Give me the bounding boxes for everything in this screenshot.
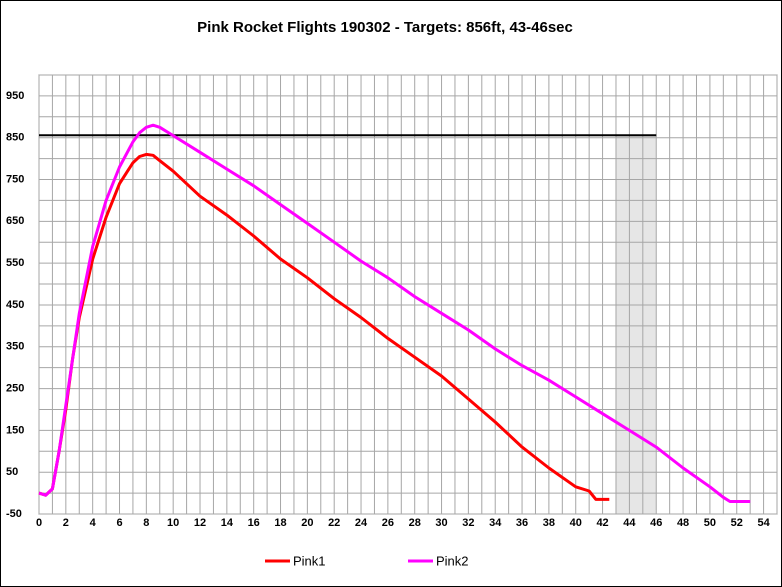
series-line bbox=[38, 123, 751, 503]
y-tick-label: 150 bbox=[6, 424, 24, 436]
x-tick-label: 44 bbox=[623, 517, 636, 529]
y-tick-label: 50 bbox=[6, 466, 18, 478]
x-tick-label: 22 bbox=[328, 517, 340, 529]
x-tick-label: 24 bbox=[355, 517, 368, 529]
x-tick-label: 14 bbox=[221, 517, 234, 529]
y-tick-label: 450 bbox=[6, 299, 24, 311]
y-tick-label: 850 bbox=[6, 132, 24, 144]
y-tick-label: -50 bbox=[6, 508, 22, 520]
x-tick-label: 4 bbox=[90, 517, 97, 529]
y-tick-label: 350 bbox=[6, 341, 24, 353]
plot-background bbox=[38, 74, 778, 515]
legend-label: Pink1 bbox=[293, 553, 326, 568]
y-tick-label: 250 bbox=[6, 382, 24, 394]
x-tick-label: 16 bbox=[248, 517, 260, 529]
x-tick-label: 36 bbox=[516, 517, 528, 529]
x-tick-label: 54 bbox=[757, 517, 770, 529]
x-tick-label: 32 bbox=[462, 517, 474, 529]
x-tick-label: 28 bbox=[409, 517, 421, 529]
x-tick-label: 10 bbox=[167, 517, 179, 529]
x-tick-label: 34 bbox=[489, 517, 502, 529]
x-tick-label: 52 bbox=[731, 517, 743, 529]
x-tick-label: 48 bbox=[677, 517, 689, 529]
legend-label: Pink2 bbox=[436, 553, 469, 568]
y-tick-label: 950 bbox=[6, 90, 24, 102]
x-tick-label: 2 bbox=[63, 517, 69, 529]
x-tick-label: 30 bbox=[435, 517, 447, 529]
x-tick-label: 20 bbox=[301, 517, 313, 529]
target-window bbox=[615, 135, 657, 514]
x-tick-label: 12 bbox=[194, 517, 206, 529]
x-tick-label: 18 bbox=[274, 517, 286, 529]
x-tick-label: 40 bbox=[570, 517, 582, 529]
y-tick-label: 650 bbox=[6, 215, 24, 227]
x-tick-label: 6 bbox=[116, 517, 122, 529]
x-tick-label: 42 bbox=[596, 517, 608, 529]
x-tick-label: 50 bbox=[704, 517, 716, 529]
x-tick-label: 38 bbox=[543, 517, 555, 529]
y-tick-label: 550 bbox=[6, 257, 24, 269]
x-tick-label: 46 bbox=[650, 517, 662, 529]
chart-title: Pink Rocket Flights 190302 - Targets: 85… bbox=[197, 19, 573, 36]
x-tick-label: 8 bbox=[143, 517, 149, 529]
x-tick-label: 0 bbox=[36, 517, 42, 529]
x-tick-label: 26 bbox=[382, 517, 394, 529]
y-tick-label: 750 bbox=[6, 173, 24, 185]
